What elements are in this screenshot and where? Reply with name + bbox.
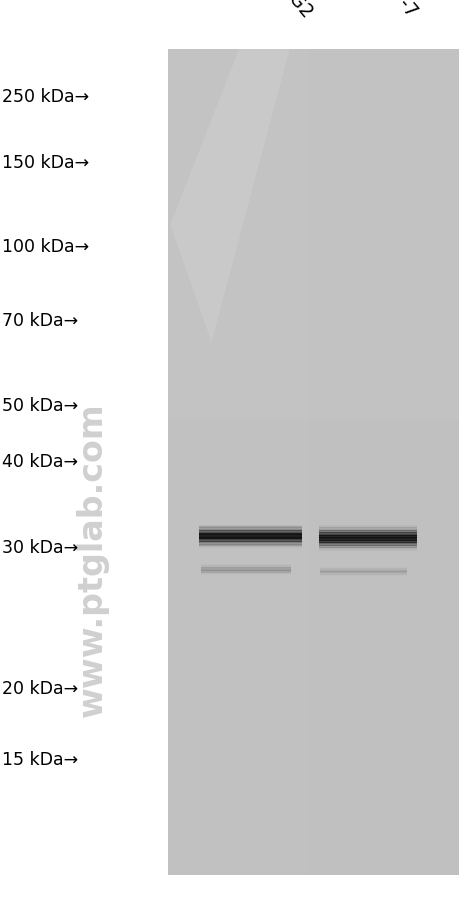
Text: HepG2: HepG2 [259, 0, 315, 23]
Bar [318, 547, 417, 548]
Bar [318, 541, 417, 542]
Bar [318, 543, 417, 544]
Polygon shape [170, 50, 289, 343]
Bar [318, 539, 417, 540]
Text: 15 kDa→: 15 kDa→ [2, 750, 78, 769]
Bar [318, 537, 417, 538]
Bar [318, 527, 417, 528]
Bar [318, 542, 417, 543]
Text: 150 kDa→: 150 kDa→ [2, 153, 89, 171]
Text: 100 kDa→: 100 kDa→ [2, 237, 89, 255]
Bar [318, 531, 417, 532]
Bar [318, 535, 417, 536]
Bar [318, 541, 417, 542]
Text: 250 kDa→: 250 kDa→ [2, 87, 89, 106]
Bar [318, 535, 417, 536]
Bar [318, 550, 417, 551]
Bar [318, 532, 417, 533]
Bar [318, 538, 417, 539]
Text: 30 kDa→: 30 kDa→ [2, 538, 78, 557]
Bar [318, 540, 417, 541]
Bar [318, 539, 417, 540]
Bar [318, 545, 417, 546]
Bar [318, 549, 417, 550]
Bar [318, 530, 417, 531]
Bar [318, 531, 417, 532]
Bar [168, 50, 459, 421]
Bar [318, 534, 417, 535]
Bar [318, 544, 417, 545]
Bar [318, 528, 417, 529]
Bar [318, 549, 417, 550]
Bar [318, 548, 417, 549]
Bar [318, 536, 417, 537]
Text: 50 kDa→: 50 kDa→ [2, 397, 78, 415]
Bar [318, 543, 417, 544]
Text: MCF-7: MCF-7 [367, 0, 420, 23]
Bar [318, 527, 417, 528]
Bar [318, 537, 417, 538]
Bar [318, 526, 417, 527]
Bar [168, 50, 308, 875]
Bar [318, 529, 417, 530]
Text: 70 kDa→: 70 kDa→ [2, 311, 78, 329]
Bar [318, 533, 417, 534]
Bar [168, 50, 459, 875]
Bar [318, 545, 417, 546]
Bar [318, 546, 417, 547]
Text: 40 kDa→: 40 kDa→ [2, 453, 78, 471]
Text: www.ptglab.com: www.ptglab.com [75, 402, 108, 716]
Text: 20 kDa→: 20 kDa→ [2, 679, 78, 697]
Bar [318, 533, 417, 534]
